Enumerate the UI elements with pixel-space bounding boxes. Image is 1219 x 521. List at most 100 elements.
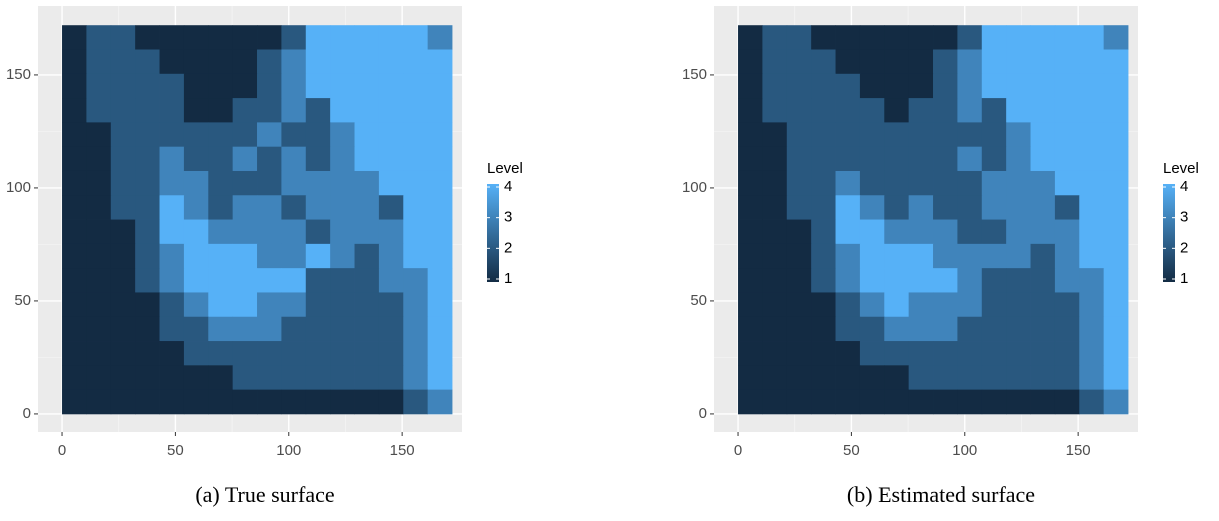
cell bbox=[738, 341, 763, 366]
cell bbox=[1030, 389, 1056, 415]
cell bbox=[183, 243, 209, 269]
cell bbox=[1103, 365, 1129, 391]
x-tick-label: 50 bbox=[167, 442, 184, 459]
cell bbox=[232, 268, 258, 293]
cell bbox=[135, 49, 160, 75]
cell bbox=[62, 122, 87, 148]
cell bbox=[957, 73, 983, 99]
cell bbox=[183, 49, 209, 75]
cell bbox=[981, 365, 1007, 391]
cell bbox=[1030, 316, 1056, 342]
cell bbox=[135, 389, 160, 415]
cell bbox=[811, 389, 836, 415]
cell bbox=[1103, 146, 1129, 172]
cell bbox=[884, 219, 910, 245]
cell bbox=[762, 341, 788, 366]
cell bbox=[257, 146, 282, 172]
cell bbox=[135, 98, 160, 123]
cell bbox=[232, 170, 258, 196]
cell bbox=[933, 219, 958, 245]
cell bbox=[859, 268, 885, 293]
cell bbox=[257, 98, 282, 123]
cell bbox=[786, 268, 812, 293]
cell bbox=[908, 268, 934, 293]
cell bbox=[110, 122, 136, 148]
cell bbox=[330, 25, 355, 50]
cell bbox=[354, 292, 380, 318]
cell bbox=[62, 292, 87, 318]
cell bbox=[354, 195, 380, 220]
cell bbox=[354, 170, 380, 196]
legend-label: 2 bbox=[1180, 239, 1188, 256]
cell bbox=[762, 170, 788, 196]
cell bbox=[110, 292, 136, 318]
cell bbox=[62, 389, 87, 415]
legend-label: 1 bbox=[1180, 270, 1188, 287]
cell bbox=[305, 122, 331, 148]
cell bbox=[884, 341, 910, 366]
cell bbox=[330, 49, 355, 75]
cell bbox=[305, 316, 331, 342]
cell bbox=[957, 219, 983, 245]
cell bbox=[135, 268, 160, 293]
legend-label: 4 bbox=[504, 178, 512, 195]
cell bbox=[1054, 243, 1080, 269]
cell bbox=[762, 292, 788, 318]
cell bbox=[884, 195, 910, 220]
cell bbox=[1006, 98, 1031, 123]
legend-title: Level bbox=[1163, 160, 1199, 177]
cell bbox=[762, 122, 788, 148]
cell bbox=[835, 292, 861, 318]
cell bbox=[62, 219, 87, 245]
cell bbox=[981, 219, 1007, 245]
cell bbox=[811, 170, 836, 196]
cell bbox=[957, 49, 983, 75]
cell bbox=[159, 170, 185, 196]
cell bbox=[786, 195, 812, 220]
cell bbox=[835, 316, 861, 342]
x-tick-label: 0 bbox=[734, 442, 742, 459]
cell bbox=[859, 316, 885, 342]
cell bbox=[762, 219, 788, 245]
cell bbox=[1006, 49, 1031, 75]
cell bbox=[330, 316, 355, 342]
cell bbox=[110, 243, 136, 269]
cell bbox=[257, 341, 282, 366]
cell bbox=[281, 292, 307, 318]
cell bbox=[257, 195, 282, 220]
cell bbox=[884, 365, 910, 391]
cell bbox=[330, 195, 355, 220]
cell bbox=[183, 122, 209, 148]
cell bbox=[811, 268, 836, 293]
cell bbox=[1103, 219, 1129, 245]
cell bbox=[835, 195, 861, 220]
cell bbox=[1079, 73, 1105, 99]
cell bbox=[110, 170, 136, 196]
cell bbox=[738, 292, 763, 318]
cell bbox=[208, 98, 234, 123]
cell bbox=[208, 316, 234, 342]
cell bbox=[305, 25, 331, 50]
y-tick-label: 150 bbox=[682, 66, 707, 83]
cell bbox=[835, 122, 861, 148]
cell bbox=[738, 219, 763, 245]
cell bbox=[354, 49, 380, 75]
cell bbox=[786, 122, 812, 148]
cell bbox=[159, 25, 185, 50]
cell bbox=[232, 292, 258, 318]
cell bbox=[908, 122, 934, 148]
cell bbox=[933, 268, 958, 293]
cell bbox=[378, 365, 404, 391]
cell bbox=[62, 49, 87, 75]
cell bbox=[427, 243, 453, 269]
cell bbox=[232, 25, 258, 50]
cell bbox=[427, 341, 453, 366]
cell bbox=[86, 389, 112, 415]
cell bbox=[403, 73, 429, 99]
cell bbox=[835, 146, 861, 172]
cell bbox=[981, 341, 1007, 366]
cell bbox=[1030, 73, 1056, 99]
cell bbox=[208, 170, 234, 196]
cell bbox=[110, 365, 136, 391]
cell bbox=[62, 170, 87, 196]
